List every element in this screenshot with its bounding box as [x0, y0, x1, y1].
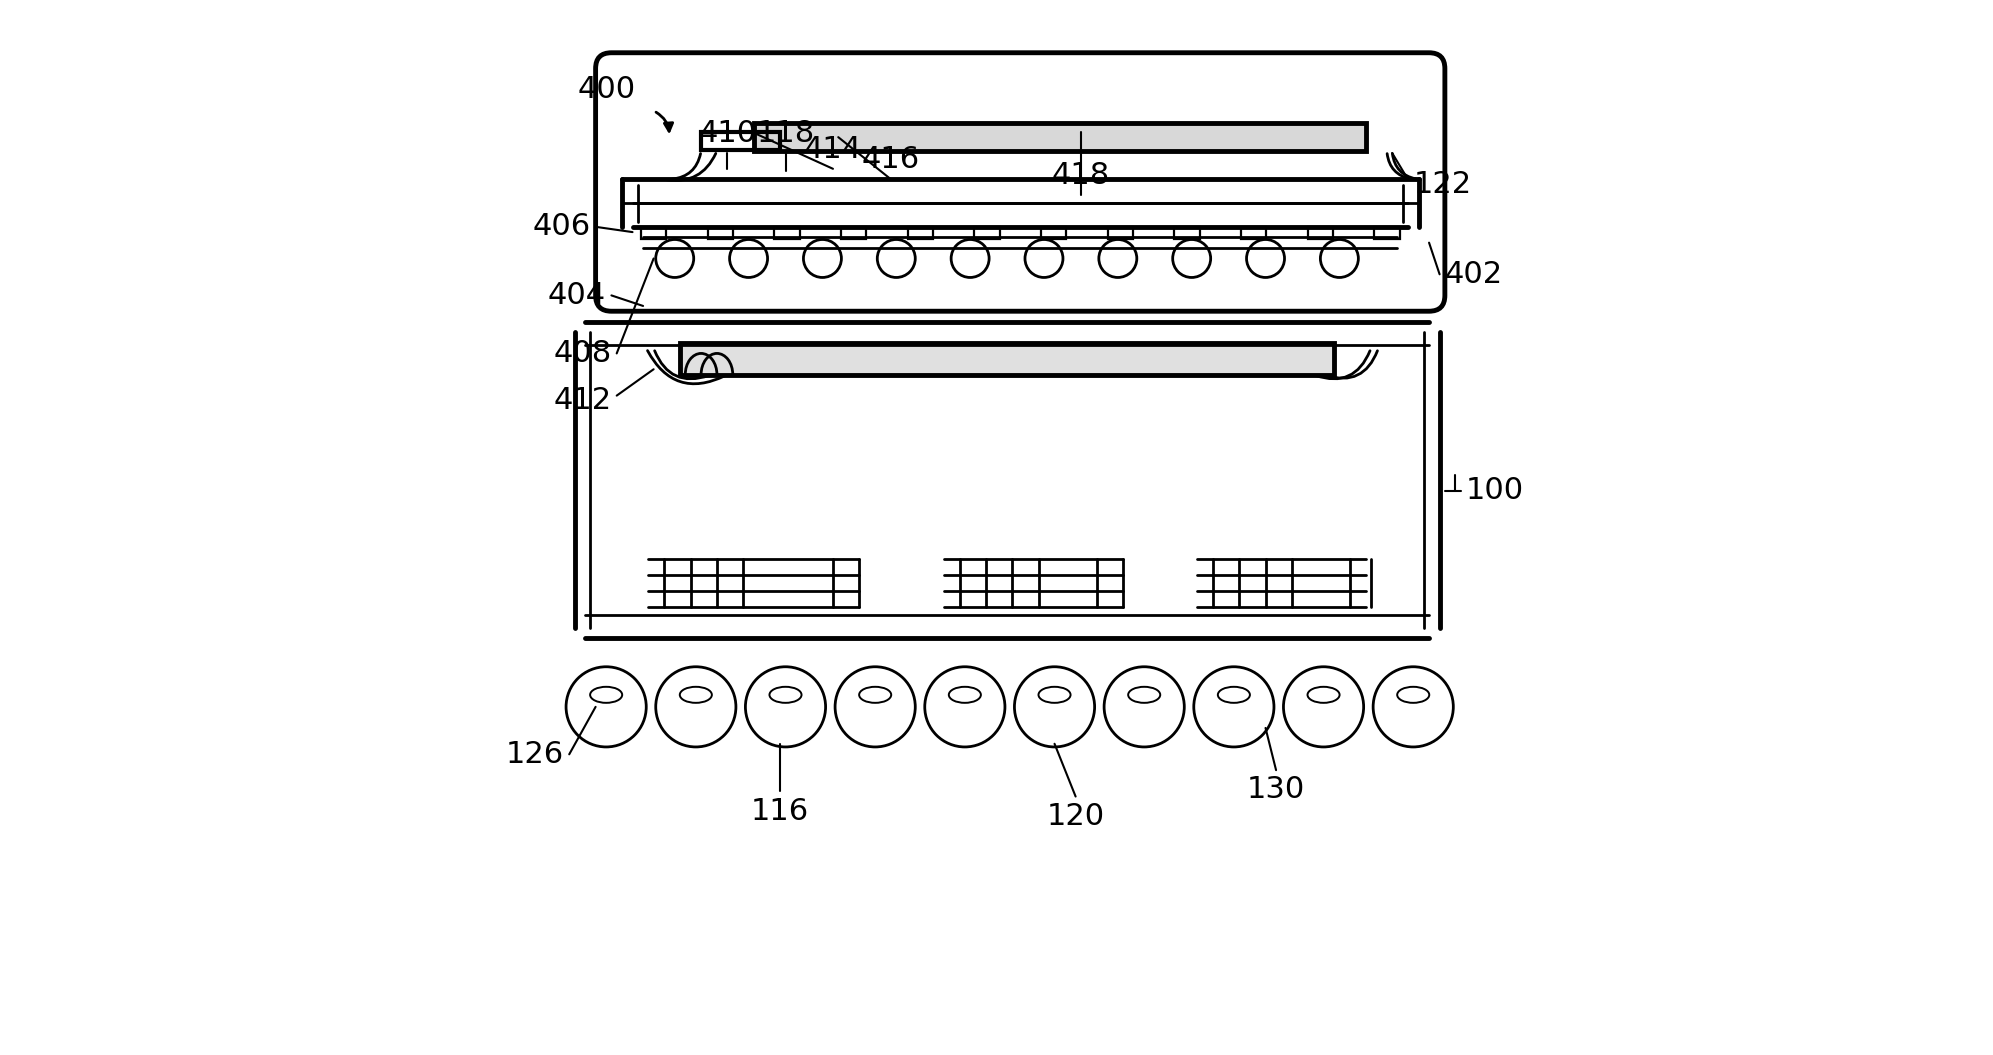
Text: 122: 122	[1413, 170, 1471, 199]
Text: 126: 126	[506, 740, 564, 769]
Bar	[642, 227, 666, 239]
Bar	[753, 123, 1365, 151]
Text: 402: 402	[1445, 260, 1503, 289]
Text: 100: 100	[1467, 476, 1525, 505]
Bar	[708, 227, 733, 239]
Bar	[1307, 227, 1333, 239]
Text: 418: 418	[1052, 161, 1110, 190]
Bar	[907, 227, 933, 239]
Text: 120: 120	[1046, 802, 1104, 830]
Text: 410: 410	[698, 119, 757, 148]
Text: 408: 408	[554, 339, 612, 368]
Bar	[1174, 227, 1200, 239]
Bar	[1375, 227, 1399, 239]
Bar	[841, 227, 867, 239]
Bar	[1108, 227, 1132, 239]
Text: 414: 414	[803, 135, 863, 164]
Text: 406: 406	[532, 212, 590, 242]
Text: 130: 130	[1248, 775, 1305, 804]
Text: 404: 404	[548, 281, 606, 310]
Text: 412: 412	[554, 386, 612, 416]
Text: 416: 416	[861, 146, 921, 174]
Bar	[1040, 227, 1066, 239]
Bar	[1242, 227, 1266, 239]
Bar	[773, 227, 799, 239]
Text: 116: 116	[751, 797, 809, 825]
Bar	[680, 343, 1333, 375]
Bar	[702, 132, 779, 150]
Text: 118: 118	[757, 119, 815, 148]
Text: 400: 400	[578, 75, 636, 104]
Bar	[975, 227, 1000, 239]
